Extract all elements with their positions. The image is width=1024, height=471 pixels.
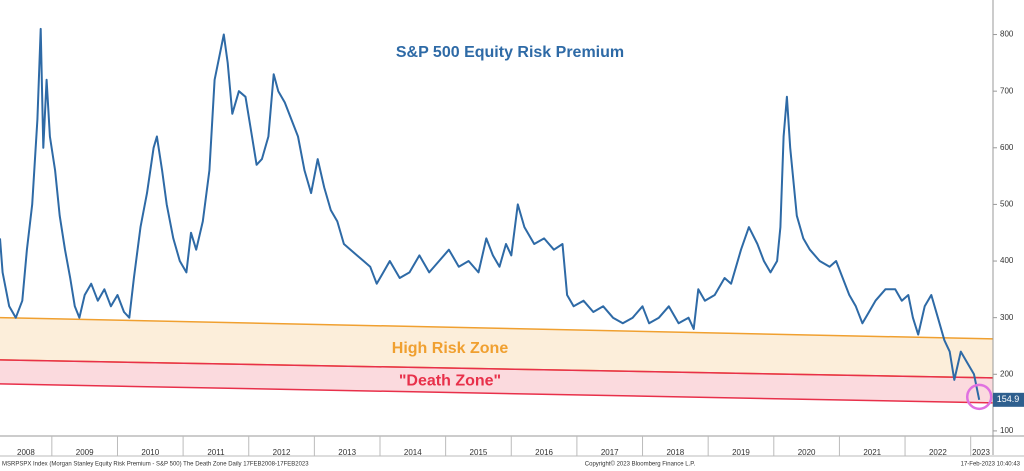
zone-lower-line [0, 383, 994, 404]
x-tick-label: 2016 [535, 448, 553, 457]
x-tick-label: 2008 [17, 448, 35, 457]
y-tick-label: 500 [1000, 200, 1014, 209]
x-tick-label: 2014 [404, 448, 422, 457]
x-tick-label: 2018 [666, 448, 684, 457]
x-tick-label: 2011 [207, 448, 225, 457]
highlight-circle [965, 383, 993, 411]
y-tick-label: 600 [1000, 143, 1014, 152]
x-tick-label: 2010 [141, 448, 159, 457]
plot: High Risk Zone "Death Zone" 100 200 300 400 50… [0, 0, 1024, 457]
x-tick-label: 2019 [732, 448, 750, 457]
zone-upper-line [0, 359, 994, 379]
zone-band [0, 317, 993, 378]
x-tick-label: 2009 [76, 448, 94, 457]
x-tick-label: 2021 [863, 448, 881, 457]
x-tick-label: 2013 [338, 448, 356, 457]
y-tick-label: 800 [1000, 30, 1014, 39]
footer-right: 17-Feb-2023 10:40:43 [961, 462, 1021, 468]
y-tick-label: 100 [1000, 426, 1014, 435]
zone-label: High Risk Zone [392, 340, 509, 357]
x-tick-label: 2017 [601, 448, 619, 457]
y-tick-label: 400 [1000, 256, 1014, 265]
last-value-label: 154.9 [997, 394, 1020, 404]
x-tick-label: 2012 [273, 448, 291, 457]
y-tick-label: 300 [1000, 313, 1014, 322]
zone-label: "Death Zone" [399, 372, 501, 389]
series-line [0, 27, 981, 400]
x-tick-label: 2015 [470, 448, 488, 457]
zone-band [0, 359, 993, 403]
x-tick-label: 2020 [798, 448, 816, 457]
y-tick-label: 200 [1000, 369, 1014, 378]
chart-title: S&P 500 Equity Risk Premium [396, 44, 624, 61]
x-tick-label: 2023 [972, 448, 990, 457]
footer-left: MSRPSPX Index (Morgan Stanley Equity Ris… [2, 462, 309, 468]
y-tick-label: 700 [1000, 86, 1014, 95]
zone-upper-line [0, 316, 994, 340]
footer-center: Copyright© 2023 Bloomberg Finance L.P. [585, 461, 696, 468]
x-tick-label: 2022 [929, 448, 947, 457]
last-value-box [993, 392, 1024, 407]
